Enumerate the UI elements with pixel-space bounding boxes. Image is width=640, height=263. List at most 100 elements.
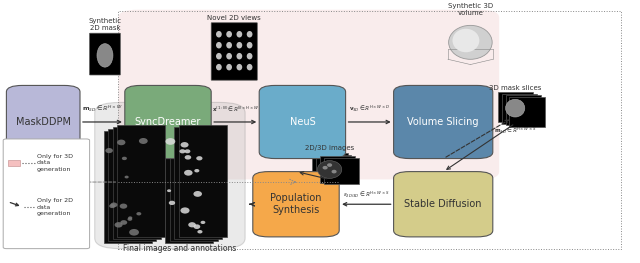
FancyBboxPatch shape bbox=[320, 156, 355, 183]
Ellipse shape bbox=[169, 201, 175, 205]
Ellipse shape bbox=[117, 140, 125, 145]
Text: Final images and annotations: Final images and annotations bbox=[122, 244, 236, 252]
Text: Novel 2D views: Novel 2D views bbox=[207, 16, 261, 22]
Ellipse shape bbox=[184, 155, 191, 160]
Ellipse shape bbox=[180, 142, 189, 148]
FancyBboxPatch shape bbox=[211, 23, 257, 80]
Ellipse shape bbox=[200, 221, 205, 224]
FancyBboxPatch shape bbox=[8, 160, 20, 166]
FancyBboxPatch shape bbox=[95, 102, 245, 249]
Ellipse shape bbox=[136, 212, 141, 215]
Ellipse shape bbox=[452, 29, 479, 52]
Ellipse shape bbox=[179, 149, 186, 153]
FancyBboxPatch shape bbox=[104, 131, 152, 244]
Ellipse shape bbox=[106, 148, 113, 153]
Text: Only for 2D
data
generation: Only for 2D data generation bbox=[37, 198, 73, 216]
Ellipse shape bbox=[193, 191, 202, 197]
FancyBboxPatch shape bbox=[118, 10, 499, 179]
Ellipse shape bbox=[247, 42, 253, 48]
Text: Only for 3D
data
generation: Only for 3D data generation bbox=[37, 154, 73, 172]
FancyBboxPatch shape bbox=[506, 95, 541, 125]
FancyBboxPatch shape bbox=[253, 171, 339, 237]
Ellipse shape bbox=[327, 163, 332, 167]
FancyBboxPatch shape bbox=[170, 129, 218, 241]
Ellipse shape bbox=[237, 53, 243, 59]
Ellipse shape bbox=[139, 138, 148, 144]
Ellipse shape bbox=[216, 31, 222, 38]
FancyBboxPatch shape bbox=[6, 85, 80, 159]
Ellipse shape bbox=[128, 216, 132, 219]
Ellipse shape bbox=[216, 53, 222, 59]
Text: 2D/3D images: 2D/3D images bbox=[305, 145, 354, 151]
Ellipse shape bbox=[237, 31, 243, 38]
Ellipse shape bbox=[247, 31, 253, 38]
FancyBboxPatch shape bbox=[394, 85, 493, 159]
Ellipse shape bbox=[188, 222, 196, 227]
Text: Volume Slicing: Volume Slicing bbox=[408, 117, 479, 127]
Ellipse shape bbox=[97, 44, 113, 67]
Ellipse shape bbox=[195, 169, 200, 173]
Ellipse shape bbox=[227, 53, 232, 59]
Ellipse shape bbox=[110, 203, 118, 207]
Ellipse shape bbox=[166, 138, 175, 145]
FancyBboxPatch shape bbox=[165, 131, 213, 244]
FancyBboxPatch shape bbox=[174, 127, 222, 239]
Ellipse shape bbox=[317, 161, 342, 178]
Text: $\mathbf{m}_{2D}\in\mathbb{R}^{H\times W}$: $\mathbf{m}_{2D}\in\mathbb{R}^{H\times W… bbox=[82, 104, 123, 114]
Ellipse shape bbox=[449, 25, 492, 59]
FancyBboxPatch shape bbox=[498, 92, 533, 122]
Ellipse shape bbox=[184, 149, 190, 153]
Ellipse shape bbox=[167, 189, 171, 192]
Text: NeuS: NeuS bbox=[289, 117, 316, 127]
FancyBboxPatch shape bbox=[90, 33, 120, 75]
Text: Synthetic
2D mask: Synthetic 2D mask bbox=[88, 18, 122, 31]
Ellipse shape bbox=[125, 176, 129, 178]
Text: $\varepsilon_{2D/3D}\in\mathbb{R}^{H\times W\times S}$: $\varepsilon_{2D/3D}\in\mathbb{R}^{H\tim… bbox=[343, 190, 389, 199]
Text: $\mathbf{v}_{3D}\in\mathbb{R}^{H\times W\times D}$: $\mathbf{v}_{3D}\in\mathbb{R}^{H\times W… bbox=[349, 104, 390, 114]
Text: SyncDreamer: SyncDreamer bbox=[135, 117, 201, 127]
Ellipse shape bbox=[247, 53, 253, 59]
FancyBboxPatch shape bbox=[3, 139, 90, 249]
FancyBboxPatch shape bbox=[125, 85, 211, 159]
Ellipse shape bbox=[122, 157, 127, 160]
FancyBboxPatch shape bbox=[502, 94, 537, 124]
Ellipse shape bbox=[237, 64, 243, 70]
Ellipse shape bbox=[237, 42, 243, 48]
Ellipse shape bbox=[197, 230, 202, 234]
Ellipse shape bbox=[332, 170, 337, 173]
Ellipse shape bbox=[227, 64, 232, 70]
Text: Population
Synthesis: Population Synthesis bbox=[270, 194, 322, 215]
Ellipse shape bbox=[506, 99, 525, 117]
FancyBboxPatch shape bbox=[179, 125, 227, 237]
Ellipse shape bbox=[115, 222, 123, 227]
FancyBboxPatch shape bbox=[509, 97, 545, 127]
Ellipse shape bbox=[180, 208, 189, 214]
Ellipse shape bbox=[227, 31, 232, 38]
FancyBboxPatch shape bbox=[324, 158, 359, 184]
Text: $\mathbf{m}_{3D}\in\mathbb{R}^{H\times W\times S}$: $\mathbf{m}_{3D}\in\mathbb{R}^{H\times W… bbox=[494, 126, 536, 136]
Ellipse shape bbox=[129, 229, 139, 236]
FancyBboxPatch shape bbox=[316, 155, 351, 181]
Text: $\mathbf{x}^{(1:N)}\in\mathbb{R}^{N\times H\times W}$: $\mathbf{x}^{(1:N)}\in\mathbb{R}^{N\time… bbox=[212, 104, 259, 114]
FancyBboxPatch shape bbox=[259, 85, 346, 159]
Ellipse shape bbox=[184, 170, 193, 176]
Ellipse shape bbox=[120, 204, 127, 209]
Ellipse shape bbox=[127, 218, 132, 221]
Text: Synthetic 3D
volume: Synthetic 3D volume bbox=[448, 3, 493, 16]
Ellipse shape bbox=[196, 156, 202, 160]
Ellipse shape bbox=[247, 64, 253, 70]
FancyBboxPatch shape bbox=[108, 129, 156, 241]
Text: 3D mask slices: 3D mask slices bbox=[489, 85, 541, 91]
FancyBboxPatch shape bbox=[113, 127, 161, 239]
Text: Stable Diffusion: Stable Diffusion bbox=[404, 199, 482, 209]
Ellipse shape bbox=[216, 42, 222, 48]
Ellipse shape bbox=[227, 42, 232, 48]
Ellipse shape bbox=[109, 204, 115, 208]
Ellipse shape bbox=[193, 224, 200, 229]
FancyBboxPatch shape bbox=[394, 171, 493, 237]
Ellipse shape bbox=[323, 166, 328, 170]
Ellipse shape bbox=[216, 64, 222, 70]
FancyBboxPatch shape bbox=[117, 125, 165, 237]
Text: MaskDDPM: MaskDDPM bbox=[16, 117, 70, 127]
Ellipse shape bbox=[120, 220, 127, 225]
